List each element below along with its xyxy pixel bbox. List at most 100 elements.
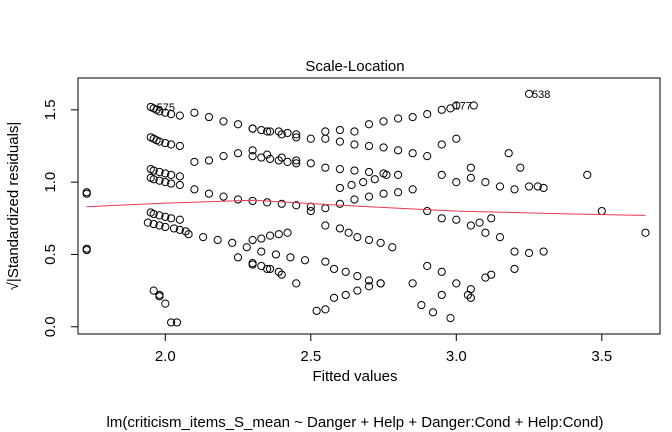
data-point [190, 185, 199, 194]
data-point [265, 127, 275, 136]
data-point [161, 138, 170, 148]
data-point [175, 180, 184, 190]
data-point [379, 143, 388, 152]
data-point [437, 140, 446, 149]
data-point [510, 185, 519, 194]
data-point [428, 308, 438, 317]
x-tick-label: 3.0 [446, 348, 467, 365]
data-point [292, 133, 301, 142]
data-point [475, 218, 484, 227]
data-point [292, 156, 301, 165]
data-point [408, 149, 417, 158]
data-point [143, 218, 152, 227]
data-point [394, 146, 403, 155]
data-point [335, 199, 344, 208]
data-point [167, 179, 176, 188]
data-point [167, 140, 176, 149]
data-point [364, 141, 374, 151]
data-point [481, 273, 490, 282]
data-point [175, 172, 184, 181]
data-point [204, 189, 214, 198]
data-point [292, 201, 301, 210]
data-point [335, 137, 344, 146]
data-point [167, 214, 176, 223]
data-point [321, 221, 330, 230]
data-point [292, 159, 301, 168]
data-point [292, 130, 301, 139]
data-point [466, 173, 475, 182]
data-point [583, 170, 592, 180]
data-point [341, 267, 350, 276]
data-point [312, 306, 321, 315]
data-point [172, 318, 182, 327]
data-point [306, 134, 315, 143]
data-point [274, 230, 283, 239]
y-axis: 0.0 0.5 1.0 1.5 [42, 99, 79, 337]
data-point [335, 165, 344, 174]
data-point [364, 276, 374, 285]
data-point [364, 192, 374, 201]
data-point [394, 188, 403, 197]
data-point [300, 256, 310, 265]
data-point [161, 178, 170, 187]
data-point [274, 127, 283, 136]
x-tick-label: 2.5 [300, 348, 321, 365]
data-point [452, 215, 461, 224]
data-point [271, 250, 280, 259]
data-point [190, 108, 199, 117]
data-point [228, 238, 237, 247]
point-label: 575 [157, 102, 175, 114]
data-point [149, 219, 158, 229]
x-axis-sublabel: lm(criticism_items_S_mean ~ Danger + Hel… [107, 414, 604, 431]
data-point [265, 154, 275, 164]
data-point [286, 253, 295, 262]
data-point [379, 189, 388, 198]
data-point [481, 178, 490, 187]
data-point [353, 286, 362, 295]
data-point [335, 183, 344, 193]
data-point [364, 235, 374, 245]
data-point [248, 196, 257, 206]
data-point [277, 199, 286, 208]
data-point [364, 120, 374, 129]
y-tick-label: 0.0 [42, 316, 59, 337]
data-point [364, 282, 374, 291]
y-axis-label: √|Standardized residuals| [5, 122, 22, 291]
data-point [149, 175, 158, 184]
data-point [161, 212, 170, 221]
data-point [219, 152, 228, 161]
data-point [533, 182, 542, 191]
data-point [394, 114, 403, 123]
data-point [394, 170, 403, 180]
data-point [524, 248, 534, 258]
data-point [350, 166, 359, 175]
data-point [184, 230, 193, 239]
data-point [242, 243, 251, 252]
data-point [469, 101, 478, 110]
data-point [408, 185, 417, 194]
x-axis: 2.0 2.5 3.0 3.5 [155, 333, 612, 365]
data-point [175, 225, 184, 234]
data-point [161, 222, 170, 232]
data-point [495, 232, 505, 242]
data-point [233, 195, 243, 204]
data-point [155, 176, 164, 185]
data-point [283, 157, 292, 166]
data-point [487, 214, 496, 223]
data-point [388, 243, 397, 252]
data-point [181, 227, 190, 236]
data-point [437, 267, 446, 276]
data-point [641, 228, 650, 237]
point-label: 538 [532, 89, 550, 101]
data-point [423, 206, 432, 216]
data-point [161, 299, 170, 308]
data-point [213, 235, 222, 245]
data-point [257, 153, 266, 162]
data-point [155, 211, 164, 220]
data-point [408, 279, 417, 288]
data-point [446, 104, 455, 113]
data-point [283, 228, 292, 237]
data-point [321, 257, 330, 266]
